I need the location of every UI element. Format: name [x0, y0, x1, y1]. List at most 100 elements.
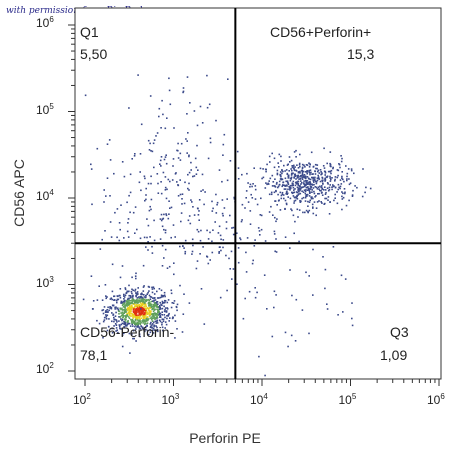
- event-dot: [283, 188, 286, 190]
- event-dot: [96, 299, 99, 301]
- event-dot: [337, 174, 339, 177]
- event-dot: [156, 316, 159, 319]
- event-dot: [337, 314, 339, 316]
- event-dot: [134, 325, 136, 328]
- event-dot: [118, 313, 120, 315]
- event-dot: [292, 191, 295, 194]
- event-dot: [161, 244, 164, 247]
- event-dot: [136, 323, 139, 326]
- event-dot: [296, 198, 299, 200]
- event-dot: [322, 165, 325, 167]
- event-dot: [329, 177, 331, 179]
- event-dot: [121, 345, 124, 348]
- event-dot: [294, 340, 297, 342]
- event-dot: [337, 183, 340, 186]
- event-dot: [151, 320, 154, 322]
- event-dot: [198, 219, 200, 221]
- event-dot: [121, 265, 124, 267]
- event-dot: [136, 304, 138, 307]
- event-dot: [140, 303, 143, 306]
- event-dot: [143, 319, 146, 321]
- event-dot: [133, 155, 136, 157]
- event-dot: [106, 329, 109, 332]
- event-dot: [285, 193, 287, 195]
- event-dot: [145, 313, 147, 315]
- event-dot: [323, 203, 325, 205]
- event-dot: [139, 153, 142, 155]
- event-dot: [131, 292, 133, 295]
- event-dot: [318, 200, 320, 202]
- event-dot: [305, 194, 307, 196]
- event-dot: [206, 229, 208, 232]
- event-dot: [181, 331, 184, 333]
- event-dot: [148, 299, 150, 302]
- event-dot: [103, 316, 106, 319]
- event-dot: [307, 186, 309, 188]
- event-dot: [319, 189, 321, 192]
- event-dot: [120, 323, 123, 326]
- event-dot: [123, 298, 125, 300]
- event-dot: [127, 316, 130, 318]
- event-dot: [299, 178, 302, 180]
- event-dot: [299, 176, 301, 178]
- event-dot: [127, 302, 130, 304]
- event-dot: [144, 315, 147, 317]
- event-dot: [248, 290, 251, 293]
- event-dot: [134, 319, 137, 322]
- event-dot: [186, 140, 188, 142]
- event-dot: [296, 175, 298, 177]
- event-dot: [336, 176, 339, 179]
- event-dot: [152, 315, 154, 317]
- event-dot: [156, 305, 158, 308]
- event-dot: [153, 308, 155, 310]
- event-dot: [183, 202, 186, 205]
- event-dot: [105, 297, 107, 300]
- event-dot: [271, 335, 274, 338]
- event-dot: [195, 173, 198, 175]
- event-dot: [165, 162, 168, 165]
- event-dot: [109, 195, 111, 197]
- event-dot: [121, 307, 123, 310]
- event-dot: [301, 197, 303, 200]
- event-dot: [256, 203, 259, 206]
- event-dot: [307, 205, 309, 207]
- event-dot: [293, 232, 295, 235]
- event-dot: [141, 313, 143, 315]
- event-dot: [169, 180, 171, 183]
- event-dot: [138, 311, 140, 313]
- event-dot: [153, 293, 156, 295]
- event-dot: [293, 164, 295, 167]
- event-dot: [117, 310, 120, 312]
- event-dot: [146, 316, 148, 318]
- event-dot: [275, 190, 277, 193]
- event-dot: [334, 180, 336, 182]
- event-dot: [110, 236, 113, 238]
- event-dot: [159, 307, 161, 309]
- event-dot: [323, 167, 326, 169]
- event-dot: [175, 306, 178, 309]
- event-dot: [105, 295, 107, 297]
- event-dot: [264, 168, 267, 171]
- event-dot: [341, 171, 343, 173]
- event-dot: [111, 290, 114, 293]
- event-dot: [318, 192, 320, 195]
- event-dot: [307, 200, 309, 203]
- event-dot: [192, 244, 194, 247]
- event-dot: [330, 178, 332, 181]
- event-dot: [320, 201, 322, 203]
- event-dot: [284, 331, 287, 334]
- event-dot: [344, 278, 347, 280]
- event-dot: [222, 246, 224, 249]
- event-dot: [332, 246, 335, 248]
- event-dot: [345, 204, 348, 207]
- event-dot: [169, 103, 172, 106]
- event-dot: [140, 308, 142, 310]
- event-dot: [297, 171, 300, 174]
- event-dot: [320, 186, 322, 189]
- event-dot: [108, 318, 110, 320]
- event-dot: [143, 313, 146, 315]
- event-dot: [317, 177, 320, 180]
- event-dot: [269, 161, 271, 163]
- event-dot: [350, 168, 353, 170]
- x-tick-label: 104: [250, 392, 268, 407]
